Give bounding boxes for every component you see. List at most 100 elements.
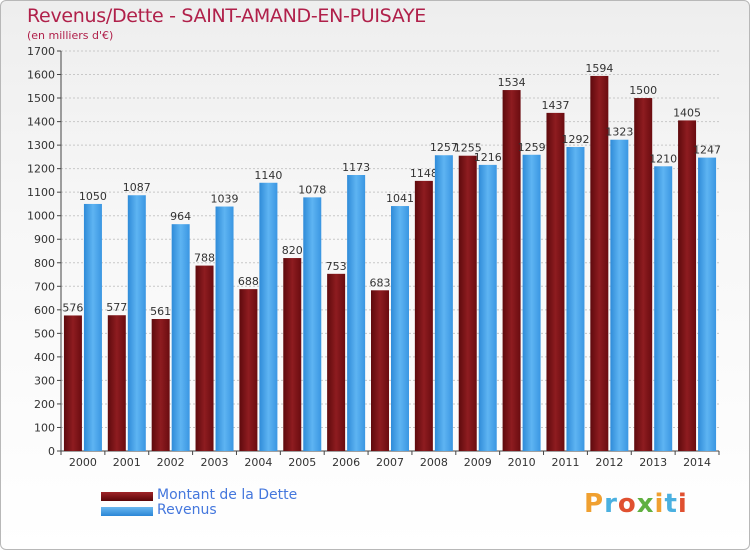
- x-tick-label: 2014: [683, 456, 711, 469]
- dette-bar: [502, 90, 521, 451]
- dette-value-label: 577: [106, 301, 127, 314]
- proxiti-logo: Proxiti: [584, 489, 688, 519]
- dette-bar: [151, 319, 170, 451]
- dette-value-label: 1500: [629, 84, 657, 97]
- revenus-value-label: 1078: [298, 183, 326, 196]
- dette-value-label: 1405: [673, 106, 701, 119]
- y-tick-label: 600: [34, 304, 55, 317]
- x-tick-label: 2004: [244, 456, 272, 469]
- y-tick-label: 1600: [27, 69, 55, 82]
- revenus-value-label: 1050: [79, 190, 107, 203]
- logo-letter: t: [664, 489, 678, 519]
- x-tick-label: 2001: [113, 456, 141, 469]
- y-tick-label: 1200: [27, 163, 55, 176]
- dette-bar: [327, 273, 346, 451]
- revenus-value-label: 1039: [211, 193, 239, 206]
- dette-bar: [634, 98, 653, 451]
- logo-letter: x: [636, 489, 655, 519]
- revenus-bar: [347, 175, 366, 451]
- revenus-bar: [303, 197, 322, 451]
- y-tick-label: 1500: [27, 92, 55, 105]
- y-tick-label: 1700: [27, 45, 55, 58]
- y-tick-label: 900: [34, 233, 55, 246]
- y-tick-label: 1100: [27, 186, 55, 199]
- legend-swatch-revenus: [101, 507, 153, 516]
- revenus-value-label: 1257: [430, 141, 458, 154]
- dette-bar: [590, 75, 609, 452]
- revenus-value-label: 1323: [605, 126, 633, 139]
- y-tick-label: 700: [34, 280, 55, 293]
- x-tick-label: 2005: [288, 456, 316, 469]
- dette-bar: [63, 315, 82, 451]
- x-tick-label: 2008: [420, 456, 448, 469]
- dette-value-label: 1594: [585, 62, 613, 75]
- dette-value-label: 1148: [410, 167, 438, 180]
- dette-bar: [678, 120, 697, 451]
- revenus-bar: [83, 203, 102, 451]
- dette-bar: [283, 258, 302, 451]
- x-tick-label: 2009: [464, 456, 492, 469]
- revenus-value-label: 964: [170, 210, 191, 223]
- y-tick-label: 500: [34, 327, 55, 340]
- dette-value-label: 753: [326, 260, 347, 273]
- dette-bar: [371, 290, 389, 451]
- revenus-bar: [171, 224, 190, 451]
- dette-bar: [414, 180, 433, 451]
- y-tick-label: 1000: [27, 210, 55, 223]
- legend-swatch-dette: [101, 492, 153, 501]
- dette-bar: [107, 315, 126, 451]
- y-tick-label: 100: [34, 421, 55, 434]
- revenus-value-label: 1087: [123, 181, 151, 194]
- revenus-bar: [391, 206, 409, 451]
- logo-letter: o: [617, 489, 637, 519]
- logo-letter: i: [677, 489, 688, 519]
- legend-label-revenus: Revenus: [157, 502, 217, 518]
- dette-value-label: 576: [62, 301, 83, 314]
- chart-title: Revenus/Dette - SAINT-AMAND-EN-PUISAYE: [27, 5, 427, 27]
- revenus-value-label: 1292: [561, 133, 589, 146]
- x-tick-label: 2012: [595, 456, 623, 469]
- x-tick-label: 2011: [551, 456, 579, 469]
- revenus-bar: [698, 157, 717, 451]
- y-tick-label: 800: [34, 257, 55, 270]
- chart-subtitle: (en milliers d'€): [27, 29, 114, 42]
- y-tick-label: 200: [34, 398, 55, 411]
- revenus-value-label: 1259: [518, 141, 546, 154]
- revenus-bar: [522, 154, 541, 451]
- x-tick-label: 2010: [508, 456, 536, 469]
- revenus-bar: [566, 147, 585, 451]
- revenus-bar: [259, 182, 278, 451]
- legend-label-dette: Montant de la Dette: [157, 487, 298, 503]
- y-tick-label: 1300: [27, 139, 55, 152]
- dette-bar: [239, 289, 258, 451]
- logo-letter: i: [654, 489, 665, 519]
- x-tick-label: 2013: [639, 456, 667, 469]
- revenus-value-label: 1210: [649, 152, 677, 165]
- revenus-bar: [654, 166, 673, 451]
- x-tick-label: 2000: [69, 456, 97, 469]
- dette-value-label: 788: [194, 252, 215, 265]
- x-tick-label: 2002: [157, 456, 185, 469]
- y-tick-label: 1400: [27, 116, 55, 129]
- revenus-value-label: 1247: [693, 144, 721, 157]
- dette-bar: [546, 112, 565, 451]
- dette-value-label: 1255: [454, 142, 482, 155]
- dette-value-label: 683: [370, 276, 391, 289]
- dette-value-label: 1437: [541, 99, 569, 112]
- dette-value-label: 1534: [498, 76, 526, 89]
- x-tick-label: 2003: [201, 456, 229, 469]
- dette-value-label: 820: [282, 244, 303, 257]
- revenus-bar: [610, 139, 629, 452]
- dette-value-label: 688: [238, 275, 259, 288]
- dette-value-label: 561: [150, 305, 171, 318]
- revenus-value-label: 1140: [254, 169, 282, 182]
- revenus-bar: [478, 164, 497, 451]
- dette-bar: [195, 265, 214, 451]
- revenus-value-label: 1216: [474, 151, 502, 164]
- revenus-value-label: 1041: [386, 192, 414, 205]
- y-tick-label: 400: [34, 351, 55, 364]
- logo-letter: r: [604, 489, 618, 519]
- revenus-value-label: 1173: [342, 161, 370, 174]
- revenus-bar: [215, 206, 234, 451]
